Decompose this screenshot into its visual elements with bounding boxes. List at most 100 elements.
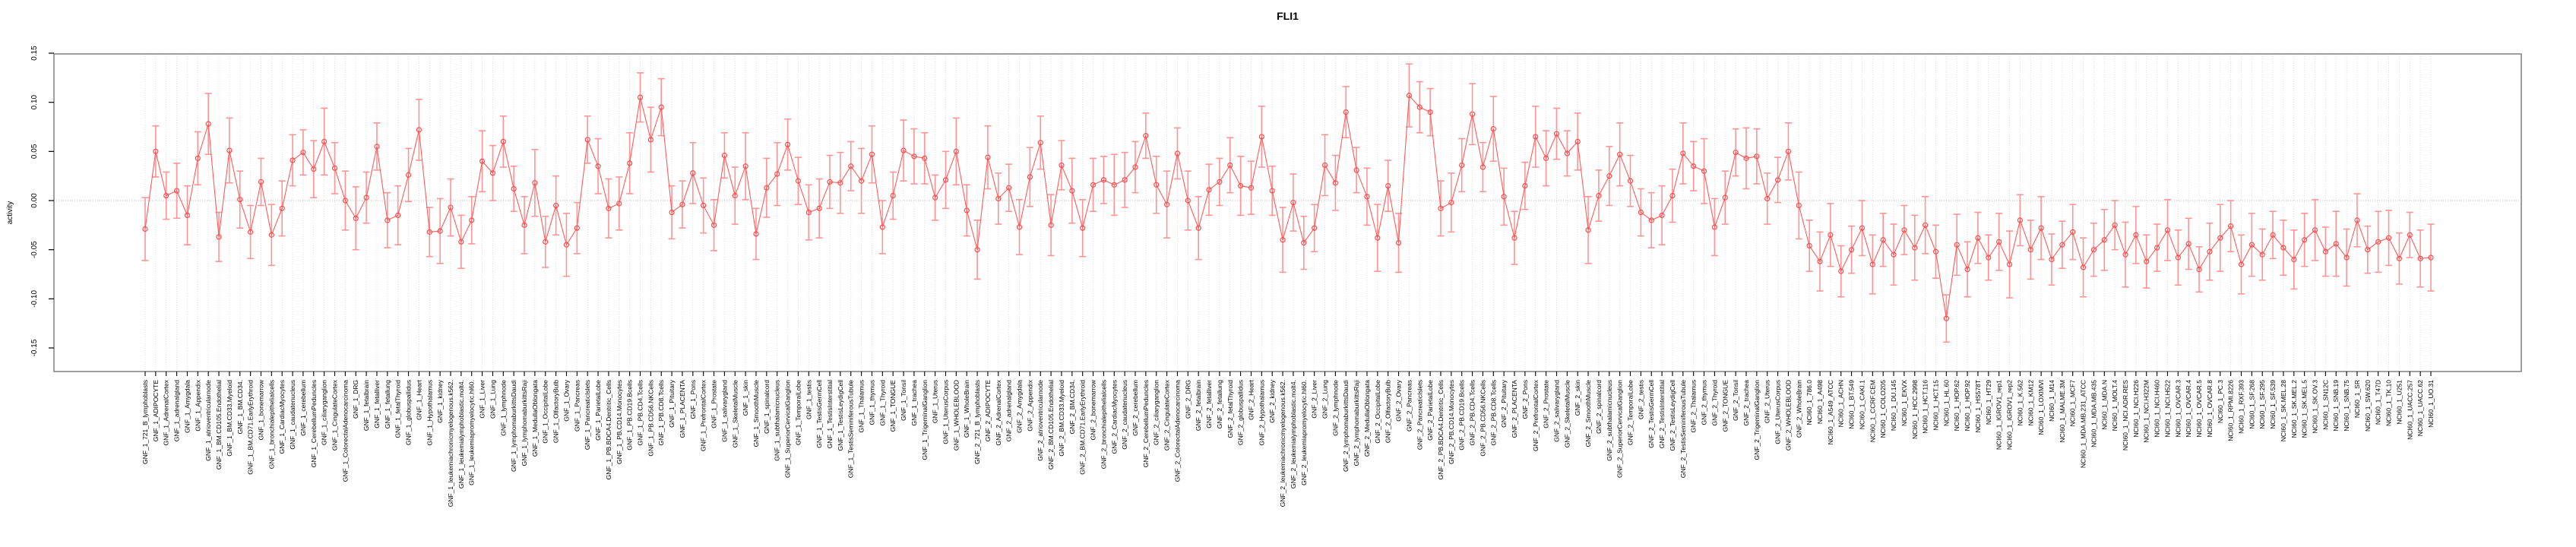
x-tick-label: GNF_1_Thalamus (858, 380, 866, 432)
data-point (426, 229, 432, 235)
x-tick-label: GNF_2_MedullaOblongata (1363, 380, 1371, 457)
x-tick-label: GNF_1_CerebellumPeduncles (310, 380, 318, 467)
x-tick-label: GNF_2_PB.CD56.NKCells (1479, 380, 1486, 457)
y-tick-label: -0.05 (30, 241, 39, 258)
x-tick-label: GNF_2_Amygdala (1016, 380, 1024, 433)
data-point (1796, 202, 1802, 209)
data-point (2407, 232, 2413, 238)
y-tick-label: 0.15 (30, 46, 39, 61)
x-tick-label: NCI60_1_HCT.15 (1932, 380, 1939, 431)
data-point (2133, 232, 2139, 238)
x-tick-label: GNF_1_TemporalLobe (794, 380, 802, 445)
x-tick-label: GNF_2_TestisSeminiferousTubule (1679, 380, 1687, 478)
data-point (1711, 224, 1718, 230)
x-tick-label: GNF_1_PB.CD8.Tcells (657, 380, 665, 445)
data-point (784, 141, 791, 147)
x-tick-label: NCI60_1_K.562 (2016, 380, 2024, 426)
data-point (311, 166, 317, 172)
data-point (1479, 164, 1486, 170)
x-tick-label: GNF_1_kidney (436, 379, 444, 422)
x-tick-label: NCI60_1_NCI.H322M (2143, 380, 2150, 443)
data-point (448, 204, 454, 210)
x-tick-label: GNF_1_Appendix (194, 379, 201, 431)
data-point (1764, 195, 1771, 202)
data-point (1059, 162, 1065, 169)
data-point (574, 225, 580, 231)
y-tick-label: -0.10 (30, 290, 39, 308)
x-tick-label: GNF_1_TestisLeydigCell (837, 380, 844, 451)
x-tick-label: GNF_2_PB.CD14.Monocytes (1448, 380, 1455, 464)
data-point (1891, 251, 1897, 258)
data-point (1849, 247, 1855, 253)
data-point (1627, 178, 1634, 184)
data-point (1986, 255, 1992, 261)
data-point (489, 170, 496, 176)
data-point (511, 185, 517, 192)
x-tick-label: GNF_2_skin (1574, 380, 1581, 416)
data-point (1217, 179, 1223, 185)
x-tick-label: NCI60_1_OVCAR.5 (2195, 380, 2203, 438)
data-point (226, 147, 233, 153)
data-point (2006, 261, 2013, 267)
data-point (405, 172, 412, 178)
x-tick-label: GNF_2_subthalamicnucleus (1606, 380, 1613, 461)
data-point (1375, 235, 1381, 241)
x-tick-label: NCI60_1_MDA.MB.435 (2090, 380, 2097, 447)
data-point (2080, 264, 2087, 270)
data-point (1574, 138, 1581, 144)
data-point (1564, 150, 1570, 157)
x-tick-label: GNF_2_Appendix (1026, 379, 1033, 431)
data-point (1037, 140, 1043, 146)
x-tick-label: NCI60_1_CCRF.CEM (1869, 380, 1876, 442)
data-point (237, 197, 243, 203)
data-point (595, 163, 601, 169)
y-tick-label: 0.10 (30, 94, 39, 109)
x-tick-label: NCI60_1_IGROV1_rep2 (2006, 380, 2014, 450)
data-point (679, 201, 685, 207)
data-point (353, 215, 359, 221)
x-tick-label: GNF_1_fetalbrain (362, 380, 370, 431)
x-tick-label: GNF_1_OlfactoryBulb (552, 380, 560, 443)
x-tick-label: NCI60_1_CAKI.1 (1858, 380, 1866, 429)
gridlines (144, 54, 2432, 372)
data-point (268, 232, 274, 238)
data-point (2333, 241, 2339, 247)
x-tick-label: NCI60_1_T47D (2375, 380, 2382, 425)
data-point (1469, 111, 1476, 117)
data-point (2207, 248, 2213, 255)
x-tick-label: GNF_1_trachea (910, 380, 918, 426)
data-point (1774, 177, 1781, 183)
data-point (2259, 251, 2265, 258)
data-point (290, 157, 296, 163)
data-point (1648, 217, 1654, 223)
x-tick-label: NCI60_1_SK.MEL.28 (2280, 380, 2287, 442)
data-point (764, 185, 770, 191)
data-point (1511, 235, 1517, 241)
x-tick-label: GNF_2_trachea (1742, 380, 1750, 426)
x-tick-label: GNF_2_lymphomaburkittsDaudi (1342, 380, 1350, 472)
data-point (805, 209, 812, 216)
data-point (2270, 232, 2276, 238)
x-tick-label: GNF_1_PB.CD19.Bcells (626, 380, 634, 451)
data-point (2428, 255, 2434, 261)
x-tick-label: GNF_1_TestisSeminiferousTubule (847, 380, 855, 478)
data-point (1617, 151, 1623, 157)
data-point (1869, 261, 1875, 267)
data-point (173, 188, 180, 194)
data-point (1585, 227, 1591, 233)
data-point (1258, 134, 1264, 140)
data-point (1459, 162, 1465, 169)
x-tick-label: GNF_2_adrenalgland (1005, 380, 1013, 442)
x-tick-label: GNF_2_Pituitary (1500, 379, 1508, 428)
data-point (985, 154, 991, 160)
data-point (627, 160, 633, 166)
data-point (1880, 237, 1886, 243)
x-tick-label: GNF_1_CingulateCortex (331, 379, 339, 451)
x-tick-label: GNF_2_OccipitalLobe (1374, 380, 1381, 444)
x-tick-label: GNF_2_fetallung (1216, 380, 1223, 429)
x-tick-label: GNF_2_TemporalLobe (1627, 380, 1635, 445)
x-tick-label: NCI60_1_NCI.H522 (2163, 380, 2171, 438)
data-point (1659, 212, 1665, 218)
x-tick-label: NCI60_1_SNB.19 (2332, 380, 2340, 432)
x-tick-label: GNF_1_Liver (479, 380, 486, 419)
